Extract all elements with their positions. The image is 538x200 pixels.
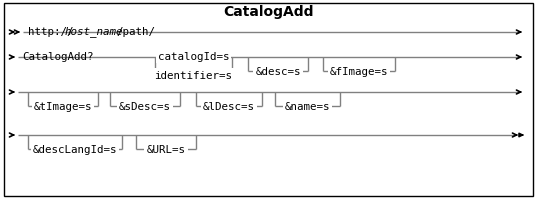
Text: &tImage=s: &tImage=s — [34, 101, 92, 111]
Text: &fImage=s: &fImage=s — [330, 67, 388, 77]
Text: &name=s: &name=s — [285, 101, 330, 111]
Text: identifier=s: identifier=s — [154, 71, 232, 81]
Text: catalogId=s: catalogId=s — [158, 52, 229, 62]
Text: &lDesc=s: &lDesc=s — [203, 101, 255, 111]
Text: CatalogAdd: CatalogAdd — [224, 5, 314, 19]
Text: &URL=s: &URL=s — [146, 144, 186, 154]
Text: &desc=s: &desc=s — [255, 67, 301, 77]
Text: CatalogAdd?: CatalogAdd? — [22, 52, 94, 62]
Text: host_name: host_name — [65, 26, 124, 37]
Text: &descLangId=s: &descLangId=s — [33, 144, 117, 154]
Text: &sDesc=s: &sDesc=s — [119, 101, 171, 111]
Text: /path/: /path/ — [116, 27, 155, 37]
Text: http://: http:// — [28, 27, 74, 37]
